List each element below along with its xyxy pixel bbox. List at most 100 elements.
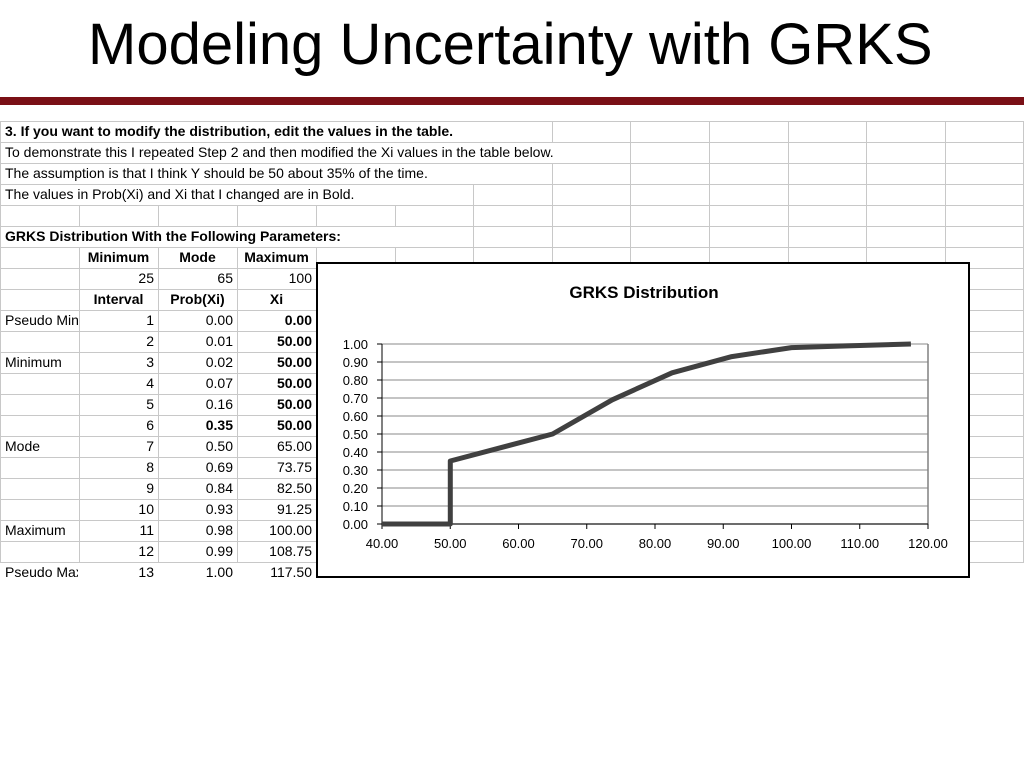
slide-title: Modeling Uncertainty with GRKS <box>88 12 933 77</box>
grid-col-line <box>158 121 159 562</box>
note-step3[interactable]: 3. If you want to modify the distributio… <box>5 123 454 139</box>
x-tick-label: 110.00 <box>840 536 879 551</box>
row-interval[interactable]: 4 <box>146 375 154 391</box>
row-prob[interactable]: 0.35 <box>205 417 233 433</box>
row-interval[interactable]: 9 <box>146 480 154 496</box>
chart[interactable]: GRKS Distribution 0.00 0.10 0.20 0.30 0.40 0.… <box>316 262 970 578</box>
row-interval[interactable]: 1 <box>146 312 154 328</box>
row-prob[interactable]: 0.69 <box>205 459 233 475</box>
table-header-prob[interactable]: Prob(Xi) <box>170 291 225 307</box>
cell-overflow-bg <box>1 143 630 163</box>
row-label[interactable]: Pseudo Max <box>5 564 78 580</box>
row-xi[interactable]: 0.00 <box>284 312 312 328</box>
row-label[interactable]: Pseudo Min <box>5 312 78 328</box>
row-prob[interactable]: 0.16 <box>205 396 233 412</box>
chart-series <box>382 341 911 527</box>
row-interval[interactable]: 13 <box>138 564 154 580</box>
y-tick-label: 0.90 <box>343 355 368 370</box>
chart-tick-labels: 0.00 0.10 0.20 0.30 0.40 0.50 0.60 0.70 0.80 0.90… <box>343 337 948 551</box>
table-header-interval[interactable]: Interval <box>93 291 144 307</box>
x-tick-label: 40.00 <box>366 536 399 551</box>
param-value-maximum[interactable]: 100 <box>288 270 312 286</box>
x-tick-label: 70.00 <box>570 536 603 551</box>
row-xi[interactable]: 91.25 <box>276 501 312 517</box>
cell-overflow-bg <box>1 185 400 205</box>
grid-row-line <box>0 121 1024 122</box>
row-xi[interactable]: 50.00 <box>276 333 312 349</box>
row-label[interactable]: Minimum <box>5 354 62 370</box>
row-xi[interactable]: 82.50 <box>276 480 312 496</box>
cell-overflow-bg <box>1 164 496 184</box>
row-xi[interactable]: 100.00 <box>269 522 312 538</box>
grid-row-line <box>0 247 1024 248</box>
note-assumption[interactable]: The assumption is that I think Y should … <box>5 165 428 181</box>
row-prob[interactable]: 1.00 <box>205 564 233 580</box>
y-tick-label: 0.70 <box>343 391 368 406</box>
row-interval[interactable]: 7 <box>146 438 154 454</box>
grid-col-line <box>79 121 80 562</box>
row-label[interactable]: Mode <box>5 438 41 454</box>
row-xi[interactable]: 50.00 <box>276 354 312 370</box>
chart-gridlines <box>382 343 928 525</box>
row-interval[interactable]: 6 <box>146 417 154 433</box>
y-tick-label: 1.00 <box>343 337 368 352</box>
row-interval[interactable]: 8 <box>146 459 154 475</box>
row-xi[interactable]: 73.75 <box>276 459 312 475</box>
grid-row-line <box>0 205 1024 206</box>
row-interval[interactable]: 2 <box>146 333 154 349</box>
grid-row-line <box>0 142 1024 143</box>
grid-row-line <box>0 184 1024 185</box>
row-interval[interactable]: 3 <box>146 354 154 370</box>
param-header-mode[interactable]: Mode <box>179 249 216 265</box>
x-tick-label: 100.00 <box>772 536 812 551</box>
grid-col-line <box>0 121 1 562</box>
y-tick-label: 0.60 <box>343 409 368 424</box>
cell-overflow-bg <box>1 122 552 142</box>
grid-col-line <box>237 121 238 562</box>
row-xi[interactable]: 117.50 <box>270 564 312 580</box>
cell-overflow-bg <box>1 227 400 247</box>
chart-axes <box>377 343 929 529</box>
y-tick-label: 0.10 <box>343 499 368 514</box>
row-xi[interactable]: 50.00 <box>276 375 312 391</box>
row-prob[interactable]: 0.50 <box>205 438 233 454</box>
row-prob[interactable]: 0.99 <box>205 543 233 559</box>
chart-title: GRKS Distribution <box>569 283 718 302</box>
x-tick-label: 90.00 <box>707 536 740 551</box>
row-prob[interactable]: 0.93 <box>205 501 233 517</box>
row-prob[interactable]: 0.00 <box>205 312 233 328</box>
y-tick-label: 0.80 <box>343 373 368 388</box>
param-header-maximum[interactable]: Maximum <box>244 249 309 265</box>
y-tick-label: 0.00 <box>343 517 368 532</box>
x-tick-label: 60.00 <box>502 536 535 551</box>
note-demonstrate[interactable]: To demonstrate this I repeated Step 2 an… <box>5 144 554 160</box>
y-tick-label: 0.20 <box>343 481 368 496</box>
param-header-minimum[interactable]: Minimum <box>87 249 150 265</box>
row-label[interactable]: Maximum <box>5 522 66 538</box>
row-prob[interactable]: 0.01 <box>205 333 233 349</box>
cdf-line <box>382 341 911 527</box>
x-tick-label: 50.00 <box>434 536 467 551</box>
row-interval[interactable]: 12 <box>138 543 154 559</box>
row-xi[interactable]: 65.00 <box>276 438 312 454</box>
y-tick-label: 0.50 <box>343 427 368 442</box>
param-value-minimum[interactable]: 25 <box>138 270 154 286</box>
note-bold-values[interactable]: The values in Prob(Xi) and Xi that I cha… <box>5 186 355 202</box>
chart-svg: GRKS Distribution 0.000.100.200.300.400.… <box>343 283 948 551</box>
row-interval[interactable]: 5 <box>146 396 154 412</box>
row-prob[interactable]: 0.02 <box>205 354 233 370</box>
row-prob[interactable]: 0.98 <box>205 522 233 538</box>
row-xi[interactable]: 108.75 <box>269 543 312 559</box>
params-heading[interactable]: GRKS Distribution With the Following Par… <box>5 228 341 244</box>
row-interval[interactable]: 10 <box>138 501 154 517</box>
y-tick-label: 0.40 <box>343 445 368 460</box>
row-xi[interactable]: 50.00 <box>276 396 312 412</box>
grid-row-line <box>0 226 1024 227</box>
row-prob[interactable]: 0.84 <box>205 480 233 496</box>
row-prob[interactable]: 0.07 <box>205 375 233 391</box>
row-xi[interactable]: 50.00 <box>276 417 312 433</box>
row-interval[interactable]: 11 <box>139 522 154 538</box>
x-tick-label: 120.00 <box>908 536 948 551</box>
param-value-mode[interactable]: 65 <box>217 270 233 286</box>
table-header-xi[interactable]: Xi <box>269 291 284 307</box>
